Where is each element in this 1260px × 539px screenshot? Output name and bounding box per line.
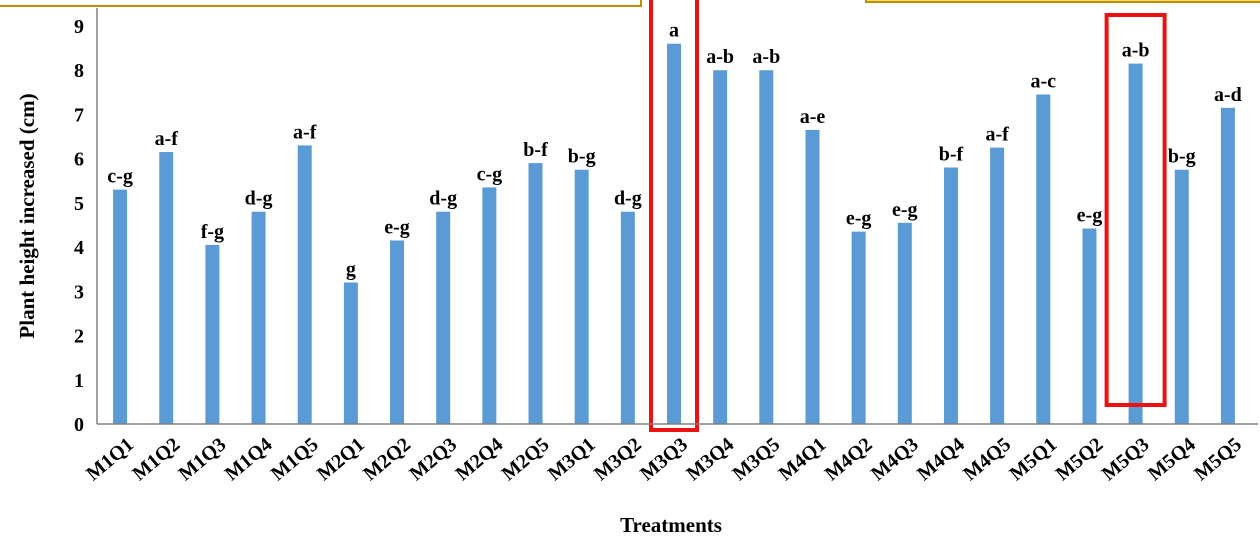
data-label-m1q1: c-g — [107, 166, 133, 188]
bar-m4q3 — [897, 222, 912, 424]
y-tick-label: 9 — [74, 16, 84, 38]
callout-box-right — [865, 0, 1260, 3]
x-tick-label-m2q1: M2Q1 — [313, 433, 369, 485]
x-tick-label-m1q1: M1Q1 — [82, 433, 138, 485]
data-label-m1q4: d-g — [245, 188, 273, 210]
x-tick-label-m4q2: M4Q2 — [821, 433, 877, 485]
highlight-box-m5q3 — [1104, 13, 1167, 407]
bar-m3q2 — [620, 211, 635, 424]
x-tick-label-m5q3: M5Q3 — [1098, 433, 1154, 485]
bar-m1q1 — [113, 189, 128, 424]
x-tick-label-m2q3: M2Q3 — [405, 433, 461, 485]
x-tick-label-m1q5: M1Q5 — [267, 433, 323, 485]
bar-m3q3 — [667, 43, 681, 424]
bar-m4q2 — [851, 231, 866, 424]
bar-m5q5 — [1220, 107, 1235, 425]
data-label-m3q2: d-g — [614, 188, 642, 210]
bar-m4q1 — [805, 129, 820, 424]
data-label-m2q2: e-g — [384, 216, 410, 238]
x-tick-label-m3q5: M3Q5 — [728, 433, 784, 485]
data-label-m4q4: b-f — [939, 144, 964, 166]
x-tick-label-m1q3: M1Q3 — [175, 433, 231, 485]
data-label-m5q4: b-g — [1168, 146, 1196, 168]
data-label-m4q1: a-e — [800, 106, 826, 128]
y-axis-title: Plant height increased (cm) — [15, 93, 39, 338]
bar-m1q5 — [297, 145, 312, 424]
data-label-m2q1: g — [346, 258, 356, 280]
data-label-m2q4: c-g — [477, 163, 503, 185]
x-tick-label-m1q2: M1Q2 — [128, 433, 184, 485]
x-axis-ticks: M1Q1M1Q2M1Q3M1Q4M1Q5M2Q1M2Q2M2Q3M2Q4M2Q5… — [82, 433, 1246, 485]
data-label-m1q3: f-g — [201, 221, 224, 243]
y-tick-label: 5 — [74, 193, 84, 215]
data-label-m5q1: a-c — [1031, 71, 1057, 93]
x-axis-title: Treatments — [620, 513, 722, 537]
data-label-m1q2: a-f — [155, 128, 179, 150]
y-tick-label: 2 — [74, 326, 84, 348]
data-label-m5q5: a-d — [1214, 84, 1242, 106]
bar-m3q4 — [713, 70, 728, 424]
bar-m5q2 — [1082, 228, 1097, 424]
x-tick-label-m4q5: M4Q5 — [959, 433, 1015, 485]
x-tick-label-m1q4: M1Q4 — [221, 433, 277, 485]
data-label-m2q3: d-g — [429, 188, 457, 210]
callout-box-left — [0, 0, 642, 7]
y-tick-label: 6 — [74, 149, 84, 171]
highlight-box-m3q3 — [649, 0, 699, 432]
x-tick-label-m3q1: M3Q1 — [544, 433, 600, 485]
x-tick-label-m5q2: M5Q2 — [1052, 433, 1108, 485]
bar-m2q4 — [482, 187, 497, 424]
x-tick-label-m4q1: M4Q1 — [775, 433, 831, 485]
bars — [113, 43, 1235, 425]
data-label-m3q3: a — [669, 20, 679, 42]
highlight-boxes — [649, 0, 1167, 432]
data-labels: c-g a-f f-g d-g a-f g e-g d-g c-g b-f b-g d-g a a-b a-… — [107, 20, 1242, 281]
data-label-m3q5: a-b — [752, 46, 780, 68]
data-label-m4q2: e-g — [846, 208, 872, 230]
x-tick-label-m3q4: M3Q4 — [682, 433, 738, 485]
data-label-m4q5: a-f — [985, 124, 1009, 146]
y-tick-label: 0 — [74, 414, 84, 436]
x-tick-label-m3q2: M3Q2 — [590, 433, 646, 485]
data-label-m4q3: e-g — [892, 199, 918, 221]
bar-m4q5 — [990, 147, 1005, 424]
data-label-m1q5: a-f — [293, 121, 317, 143]
y-tick-label: 1 — [74, 370, 84, 392]
data-label-m3q1: b-g — [568, 146, 596, 168]
bar-m3q1 — [574, 169, 589, 424]
x-tick-label-m2q5: M2Q5 — [498, 433, 554, 485]
x-tick-label-m2q4: M2Q4 — [451, 433, 507, 485]
x-tick-label-m2q2: M2Q2 — [359, 433, 415, 485]
data-label-m3q4: a-b — [706, 46, 734, 68]
data-label-m2q5: b-f — [523, 139, 548, 161]
x-tick-label-m3q3: M3Q3 — [636, 433, 692, 485]
bar-m4q4 — [943, 167, 958, 424]
bar-m1q4 — [251, 211, 266, 424]
y-tick-label: 8 — [74, 60, 84, 82]
bar-m2q1 — [343, 282, 358, 424]
y-axis-ticks: 0 1 2 3 4 5 6 7 8 9 — [74, 16, 84, 436]
bar-m5q1 — [1036, 94, 1051, 425]
x-tick-label-m5q1: M5Q1 — [1005, 433, 1061, 485]
data-label-m5q3: a-b — [1122, 40, 1150, 62]
data-label-m5q2: e-g — [1077, 205, 1103, 227]
bar-m2q3 — [436, 211, 451, 424]
bar-m5q4 — [1174, 169, 1189, 424]
y-tick-label: 4 — [74, 237, 84, 259]
x-tick-label-m5q4: M5Q4 — [1144, 433, 1200, 485]
x-tick-label-m5q5: M5Q5 — [1190, 433, 1246, 485]
x-tick-label-m4q3: M4Q3 — [867, 433, 923, 485]
y-tick-label: 3 — [74, 281, 84, 303]
bar-m2q2 — [390, 240, 405, 424]
bar-m1q2 — [159, 152, 174, 425]
y-tick-label: 7 — [74, 104, 84, 126]
bar-m5q3 — [1128, 63, 1143, 424]
bar-m3q5 — [759, 70, 774, 424]
x-tick-label-m4q4: M4Q4 — [913, 433, 969, 485]
bar-m2q5 — [528, 163, 543, 425]
bar-m1q3 — [205, 244, 220, 424]
